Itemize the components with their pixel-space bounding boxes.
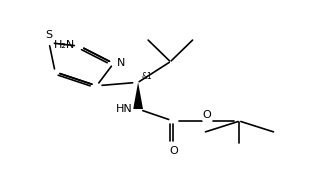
Text: O: O (203, 110, 212, 120)
Text: S: S (46, 30, 53, 40)
Text: N: N (117, 58, 125, 68)
Text: &1: &1 (142, 72, 153, 82)
Text: O: O (169, 146, 178, 156)
Text: H₂N: H₂N (54, 40, 75, 50)
Text: HN: HN (116, 104, 133, 114)
Polygon shape (133, 82, 143, 109)
